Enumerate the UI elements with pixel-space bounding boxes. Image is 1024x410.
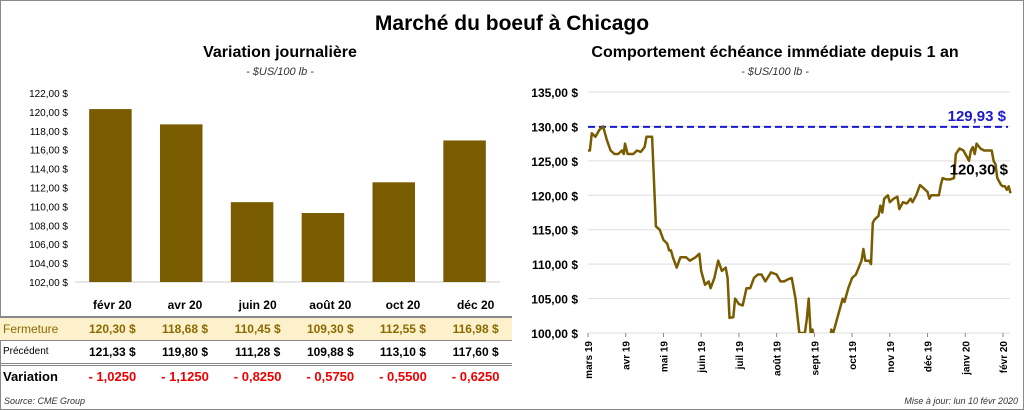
quote-table: févr 20 avr 20 juin 20 août 20 oct 20 déc 20 … [0,294,512,388]
y-tick-label: 122,00 $ [29,89,68,100]
last-price-label: 120,30 $ [950,162,1009,179]
x-tick-label: janv 20 [961,341,972,376]
x-tick-label: avr 19 [622,341,633,370]
value-cell: - 0,5500 [379,369,427,384]
bar [372,182,415,282]
x-tick-label: nov 19 [886,341,897,373]
y-tick-label: 100,00 $ [531,327,578,341]
bar [443,140,486,282]
y-tick-label: 106,00 $ [29,240,68,251]
main-title: Marché du boeuf à Chicago [374,12,650,35]
fermeture-row: Fermeture 120,30 $ 118,68 $ 110,45 $ 109,30 … [0,317,512,341]
value-cell: 116,98 $ [452,322,499,336]
source-note: Source: CME Group [4,396,86,406]
y-tick-label: 118,00 $ [30,127,69,138]
row-label: Variation [3,369,58,384]
y-tick-label: 120,00 $ [531,189,578,203]
y-tick-label: 114,00 $ [30,165,69,176]
month-cell: déc 20 [456,298,495,312]
x-tick-label: oct 19 [848,341,859,370]
value-cell: 110,45 $ [234,322,281,336]
x-tick-label: mai 19 [659,341,670,373]
value-cell: 113,10 $ [379,345,426,359]
variation-row: Variation - 1,0250 - 1,1250 - 0,8250 - 0,575… [0,365,512,389]
month-cell: févr 20 [92,298,132,312]
x-tick-label: juil 19 [735,341,746,371]
value-cell: - 0,5750 [306,369,355,384]
precedent-row: Précédent 121,33 $ 119,80 $ 111,28 $ 109,88 … [0,341,512,365]
y-tick-label: 130,00 $ [531,120,578,134]
x-tick-label: déc 19 [924,341,935,373]
y-tick-label: 110,00 $ [30,202,69,213]
y-tick-label: 120,00 $ [29,108,68,119]
y-tick-label: 104,00 $ [29,259,68,270]
x-tick-label: août 19 [773,341,784,376]
x-tick-label: mars 19 [584,341,595,379]
y-tick-label: 116,00 $ [30,146,69,157]
value-cell: 121,33 $ [88,345,136,359]
value-cell: 118,68 $ [161,322,209,336]
x-tick-label: févr 20 [999,341,1010,374]
y-tick-label: 135,00 $ [531,86,578,100]
value-cell: - 0,8250 [233,369,282,384]
y-tick-label: 112,00 $ [30,184,69,195]
month-header-row: févr 20 avr 20 juin 20 août 20 oct 20 déc 20 [0,294,512,317]
month-cell: juin 20 [238,298,277,312]
value-cell: - 1,1250 [161,369,209,384]
value-cell: 117,60 $ [452,345,499,359]
left-chart-title: Variation journalière [203,44,357,61]
update-note: Mise à jour: lun 10 févr 2020 [904,396,1018,406]
price-line [588,125,1012,333]
y-tick-label: 125,00 $ [531,155,578,169]
value-cell: 109,88 $ [306,345,354,359]
y-tick-label: 108,00 $ [29,221,68,232]
right-chart-unit: - $US/100 lb - [741,66,809,78]
value-cell: 119,80 $ [161,345,209,359]
value-cell: 111,28 $ [234,345,281,359]
right-chart-title: Comportement échéance immédiate depuis 1… [591,44,959,61]
bar [301,213,345,282]
y-tick-label: 115,00 $ [532,224,578,238]
month-cell: avr 20 [167,298,203,312]
value-cell: 109,30 $ [306,322,354,336]
y-tick-label: 102,00 $ [29,278,68,289]
value-cell: 112,55 $ [379,322,426,336]
bar [89,109,132,282]
x-tick-label: juin 19 [697,341,708,374]
left-chart-unit: - $US/100 lb - [246,66,314,78]
value-cell: - 1,0250 [88,369,137,384]
row-label: Précédent [3,346,49,357]
row-label: Fermeture [3,322,59,336]
x-tick-label: sept 19 [810,341,821,376]
value-cell: - 0,6250 [451,369,500,384]
month-cell: août 20 [309,298,352,312]
y-tick-label: 105,00 $ [531,293,578,307]
reference-label: 129,93 $ [948,108,1007,125]
y-tick-label: 110,00 $ [532,258,578,272]
month-cell: oct 20 [385,298,421,312]
bar [230,202,274,282]
bar [160,124,203,283]
value-cell: 120,30 $ [88,322,136,336]
